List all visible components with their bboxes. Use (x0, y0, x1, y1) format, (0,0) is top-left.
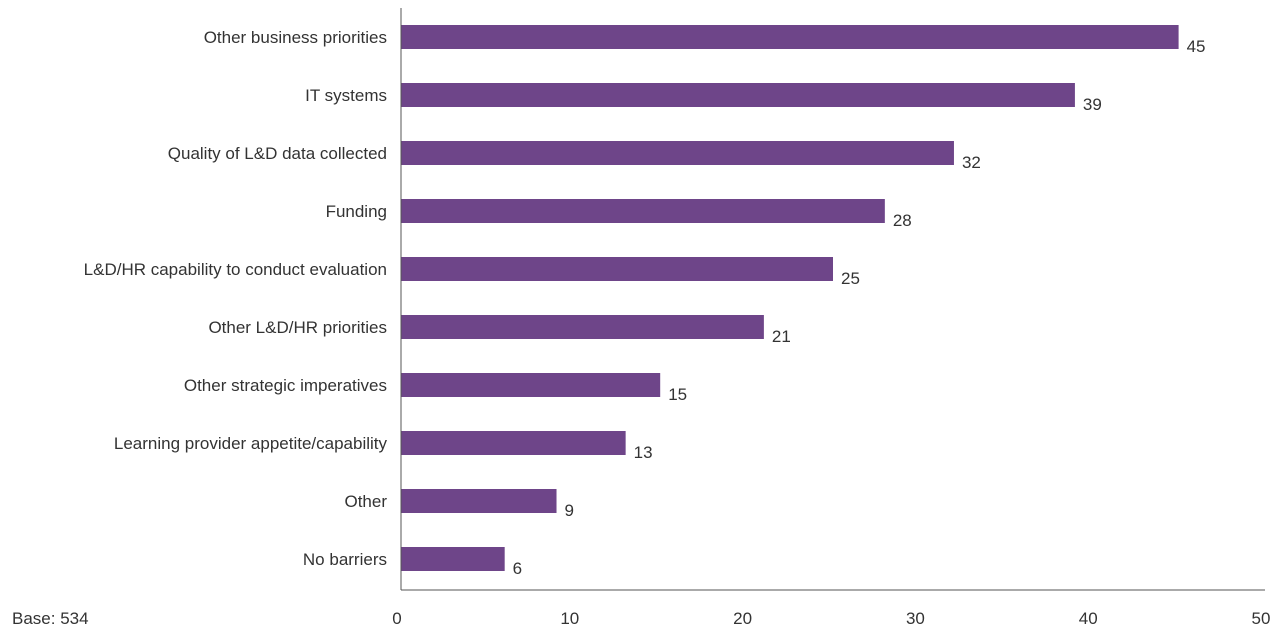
value-label: 6 (513, 559, 522, 578)
category-labels: Other business priorities IT systems Quali… (84, 28, 388, 569)
value-label: 9 (565, 501, 574, 520)
category-label: Other strategic imperatives (184, 376, 387, 395)
value-label: 45 (1187, 37, 1206, 56)
category-label: No barriers (303, 550, 387, 569)
bar (401, 489, 557, 513)
value-label: 28 (893, 211, 912, 230)
bar (401, 431, 626, 455)
x-tick-label: 40 (1079, 609, 1098, 628)
bars-group (401, 25, 1179, 571)
x-tick-labels: 0 10 20 30 40 50 (392, 609, 1270, 628)
category-label: Funding (326, 202, 387, 221)
value-label: 15 (668, 385, 687, 404)
x-tick-label: 0 (392, 609, 401, 628)
value-label: 39 (1083, 95, 1102, 114)
bar (401, 199, 885, 223)
bar (401, 547, 505, 571)
value-label: 32 (962, 153, 981, 172)
axes (400, 8, 1265, 591)
bar (401, 141, 954, 165)
category-label: Learning provider appetite/capability (114, 434, 388, 453)
x-tick-label: 10 (560, 609, 579, 628)
bar (401, 25, 1179, 49)
category-label: Other business priorities (204, 28, 387, 47)
x-tick-label: 30 (906, 609, 925, 628)
bar (401, 83, 1075, 107)
value-label: 13 (634, 443, 653, 462)
category-label: Other (344, 492, 387, 511)
base-footnote: Base: 534 (12, 609, 89, 628)
x-tick-label: 50 (1252, 609, 1271, 628)
value-label: 25 (841, 269, 860, 288)
category-label: L&D/HR capability to conduct evaluation (84, 260, 387, 279)
category-label: IT systems (305, 86, 387, 105)
bar (401, 315, 764, 339)
category-label: Other L&D/HR priorities (208, 318, 387, 337)
category-label: Quality of L&D data collected (168, 144, 387, 163)
bar (401, 257, 833, 281)
value-label: 21 (772, 327, 791, 346)
x-tick-label: 20 (733, 609, 752, 628)
value-labels: 45 39 32 28 25 21 15 13 9 6 (513, 37, 1206, 578)
bar (401, 373, 661, 397)
